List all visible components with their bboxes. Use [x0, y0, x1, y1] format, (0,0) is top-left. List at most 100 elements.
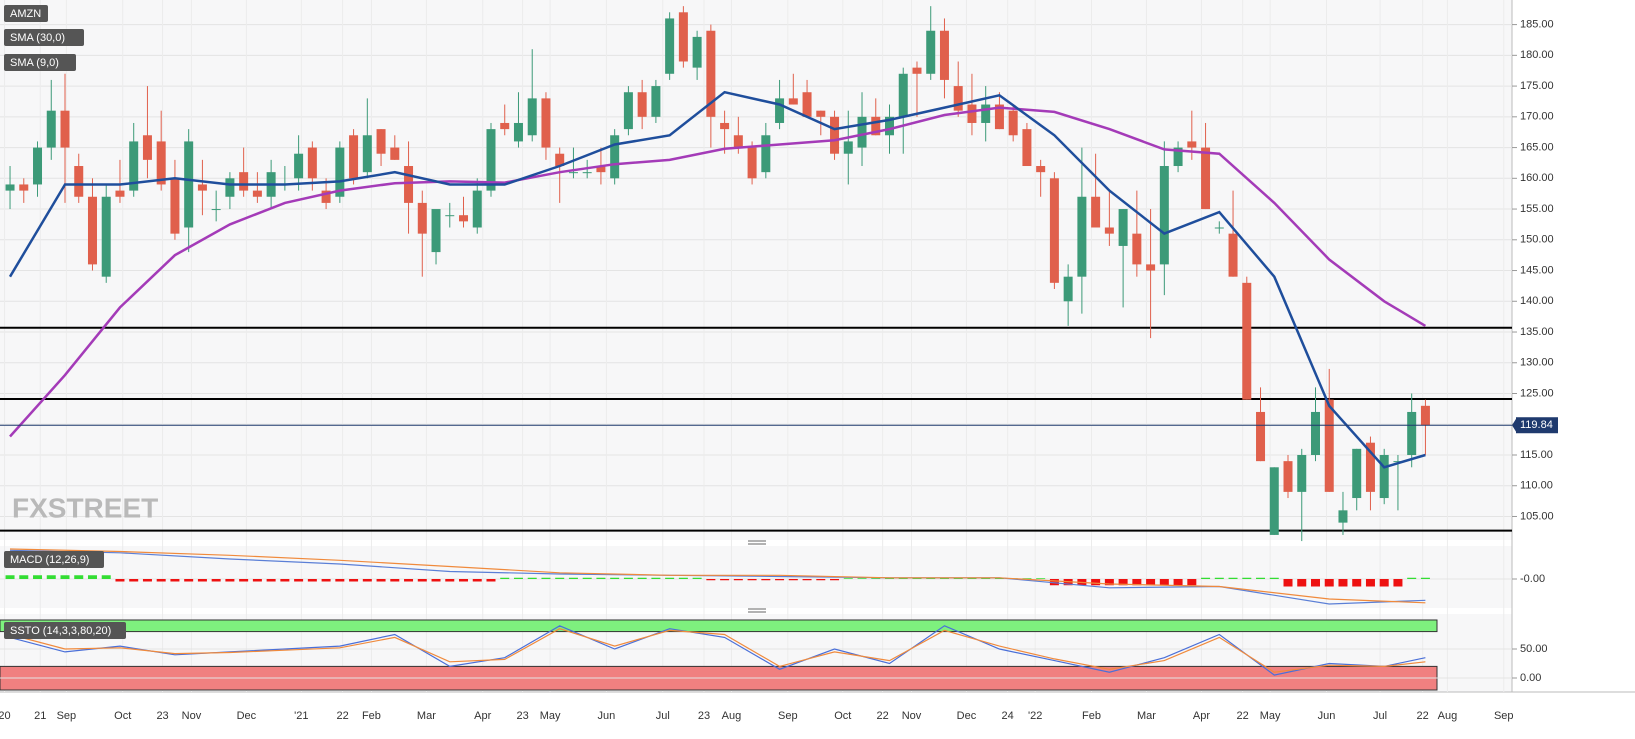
histogram-bar: [1407, 577, 1417, 579]
x-tick-label: Nov: [182, 710, 202, 722]
x-tick-label: Nov: [902, 710, 922, 722]
legend-box[interactable]: [4, 54, 76, 71]
legend-entry: SMA (9,0): [10, 57, 59, 69]
candle-body: [197, 184, 207, 191]
candle-body: [1008, 110, 1018, 136]
candle-body: [1420, 405, 1430, 426]
y-tick-label: 155.00: [1520, 203, 1554, 215]
histogram-bar: [939, 578, 949, 579]
legend-box[interactable]: [4, 622, 126, 639]
histogram-bar: [5, 575, 15, 579]
y-tick-label: 0.00: [1520, 672, 1541, 684]
histogram-bar: [1159, 579, 1169, 586]
candle-body: [637, 92, 647, 117]
x-tick-label: Jun: [598, 710, 616, 722]
histogram-bar: [1187, 579, 1197, 586]
histogram-bar: [19, 575, 29, 579]
candle-body: [898, 73, 908, 117]
legend-entry: SMA (30,0): [10, 32, 65, 44]
x-tick-label: Jul: [1373, 710, 1387, 722]
candle-body: [170, 178, 180, 234]
histogram-bar: [775, 579, 785, 581]
histogram-bar: [651, 577, 661, 579]
histogram-bar: [46, 575, 56, 579]
candle-body: [678, 12, 688, 62]
candle-body: [294, 153, 304, 179]
x-tick-label: Mar: [417, 710, 436, 722]
histogram-bar: [610, 577, 620, 579]
histogram-bar: [898, 578, 908, 579]
legend-box[interactable]: [4, 29, 84, 46]
x-tick-label: 24: [1002, 710, 1014, 722]
line: [9, 625, 1426, 676]
histogram-bar: [871, 578, 881, 579]
x-tick-label: '21: [294, 710, 308, 722]
panel-handle[interactable]: [748, 540, 766, 545]
candle-body: [596, 166, 606, 173]
y-tick-label: 105.00: [1520, 510, 1554, 522]
y-tick-label: 165.00: [1520, 141, 1554, 153]
candle-body: [733, 135, 743, 148]
candle-body: [665, 18, 675, 74]
panel-handle[interactable]: [748, 608, 766, 613]
candle-body: [417, 202, 427, 234]
x-tick-label: Apr: [474, 710, 491, 722]
candle-body: [816, 110, 826, 117]
candle-body: [1104, 227, 1114, 234]
histogram-bar: [1297, 579, 1307, 587]
candle-body: [720, 122, 730, 130]
histogram-bar: [692, 577, 702, 579]
candle-body: [994, 104, 1004, 130]
y-tick-label: 125.00: [1520, 387, 1554, 399]
x-tick-label: 22: [877, 710, 889, 722]
y-tick-label: -0.00: [1520, 573, 1545, 585]
x-tick-label: 20: [0, 710, 11, 722]
line: [9, 549, 1426, 605]
histogram-bar: [1379, 579, 1389, 587]
histogram-bar: [486, 579, 496, 582]
histogram-bar: [912, 578, 922, 579]
candle-body: [912, 67, 922, 74]
legend-box[interactable]: [4, 551, 104, 568]
histogram-bar: [239, 579, 249, 582]
histogram-bar: [747, 579, 757, 581]
candle-body: [775, 98, 785, 123]
histogram-bar: [541, 577, 551, 579]
candle-body: [5, 184, 15, 191]
candle-body: [513, 122, 523, 142]
histogram-bar: [885, 578, 895, 579]
histogram-bar: [582, 577, 592, 579]
x-tick-label: Dec: [957, 710, 977, 722]
histogram-bar: [1269, 577, 1279, 579]
candle-body: [1297, 454, 1307, 492]
candle-body: [239, 172, 249, 191]
histogram-bar: [816, 579, 826, 581]
histogram-bar: [720, 579, 730, 581]
candle-body: [610, 135, 620, 179]
histogram-bar: [307, 579, 317, 582]
histogram-bar: [1104, 579, 1114, 586]
histogram-bar: [115, 579, 125, 582]
candle-body: [486, 129, 496, 191]
candle-body: [1242, 282, 1252, 400]
histogram-bar: [184, 579, 194, 582]
candle-body: [472, 190, 482, 228]
candle-body: [500, 122, 510, 130]
histogram-bar: [1201, 577, 1211, 579]
x-tick-label: Oct: [834, 710, 851, 722]
candle-body: [939, 30, 949, 80]
histogram-bar: [225, 579, 235, 582]
x-tick-label: Feb: [362, 710, 381, 722]
candle-body: [802, 92, 812, 117]
histogram-bar: [349, 579, 359, 582]
candle-body: [1324, 399, 1334, 492]
candle-body: [335, 147, 345, 197]
y-tick-label: 175.00: [1520, 80, 1554, 92]
candle-body: [362, 135, 372, 173]
x-tick-label: Sep: [778, 710, 798, 722]
histogram-bar: [555, 577, 565, 579]
candle-body: [788, 98, 798, 105]
last-price-tag: [1512, 417, 1517, 434]
histogram-bar: [967, 578, 977, 579]
line: [8, 90, 1426, 469]
